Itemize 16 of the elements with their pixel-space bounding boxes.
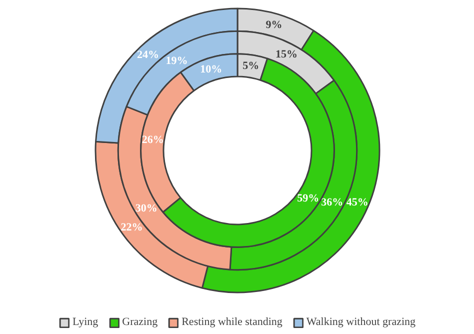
data-label: 22% [120, 221, 143, 234]
data-label: 24% [137, 49, 160, 62]
data-label: 9% [266, 19, 282, 32]
data-label: 30% [135, 202, 158, 214]
data-label: 26% [142, 134, 164, 146]
data-label: 10% [200, 63, 222, 76]
legend-label: Resting while standing [182, 316, 282, 328]
data-label: 45% [346, 196, 368, 208]
data-label: 19% [166, 55, 188, 68]
data-label: 59% [297, 192, 320, 204]
legend-label: Grazing [122, 316, 158, 328]
legend-label: Lying [72, 316, 98, 328]
legend-label: Walking without grazing [306, 316, 416, 328]
data-label: 36% [321, 196, 344, 209]
data-label: 15% [276, 48, 298, 60]
data-label: 5% [242, 60, 260, 72]
